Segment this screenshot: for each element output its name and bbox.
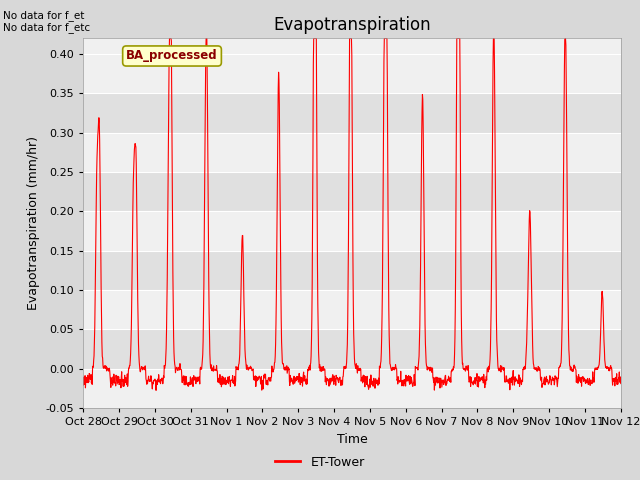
Text: No data for f_et
No data for f_etc: No data for f_et No data for f_etc [3, 10, 90, 33]
Legend: ET-Tower: ET-Tower [270, 451, 370, 474]
Bar [83, 251, 621, 290]
X-axis label: Time: Time [337, 432, 367, 445]
Text: BA_processed: BA_processed [126, 49, 218, 62]
Bar [83, 329, 621, 369]
Title: Evapotranspiration: Evapotranspiration [273, 16, 431, 34]
Bar [83, 172, 621, 211]
Y-axis label: Evapotranspiration (mm/hr): Evapotranspiration (mm/hr) [27, 136, 40, 310]
Bar [83, 94, 621, 133]
